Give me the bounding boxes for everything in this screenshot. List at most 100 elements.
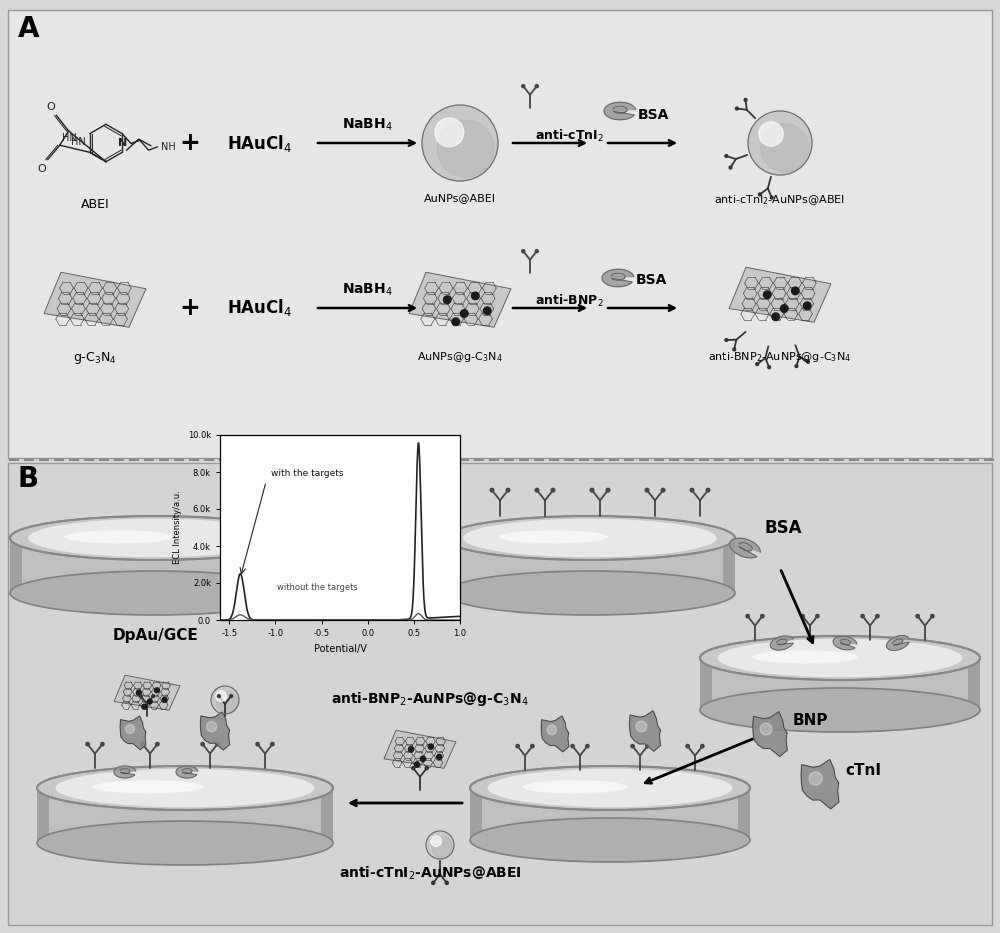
- Circle shape: [483, 307, 491, 314]
- Circle shape: [490, 488, 494, 492]
- Ellipse shape: [470, 766, 750, 810]
- Circle shape: [535, 250, 538, 253]
- Circle shape: [207, 721, 217, 731]
- Polygon shape: [409, 272, 511, 327]
- Circle shape: [216, 690, 226, 702]
- Text: anti-cTnI$_2$-AuNPs@ABEI: anti-cTnI$_2$-AuNPs@ABEI: [339, 865, 521, 883]
- Text: cTnI: cTnI: [845, 763, 881, 778]
- Circle shape: [733, 348, 736, 351]
- Polygon shape: [770, 636, 793, 650]
- Circle shape: [425, 767, 428, 770]
- Circle shape: [256, 743, 259, 745]
- Circle shape: [686, 745, 689, 748]
- Circle shape: [86, 743, 89, 745]
- Circle shape: [809, 772, 822, 786]
- Circle shape: [408, 746, 414, 752]
- Text: HAuCl$_4$: HAuCl$_4$: [227, 132, 293, 154]
- Polygon shape: [120, 716, 146, 749]
- Circle shape: [861, 615, 864, 618]
- Circle shape: [760, 723, 772, 735]
- Text: N: N: [118, 138, 127, 148]
- Circle shape: [271, 743, 274, 745]
- Text: $\Upsilon$ anti-cTnI$_1$: $\Upsilon$ anti-cTnI$_1$: [345, 536, 435, 553]
- Text: g-C$_3$N$_4$: g-C$_3$N$_4$: [73, 350, 117, 366]
- Ellipse shape: [753, 650, 858, 663]
- Text: with the targets: with the targets: [271, 468, 343, 478]
- Circle shape: [780, 305, 788, 313]
- Text: B: B: [18, 465, 39, 493]
- Circle shape: [725, 339, 728, 341]
- Circle shape: [426, 831, 454, 859]
- Circle shape: [437, 754, 442, 759]
- Text: NaBH$_4$: NaBH$_4$: [342, 117, 393, 133]
- X-axis label: Potential/V: Potential/V: [314, 644, 366, 654]
- Circle shape: [141, 743, 144, 745]
- Polygon shape: [730, 538, 760, 558]
- Polygon shape: [10, 538, 300, 593]
- Text: BSA: BSA: [636, 273, 667, 287]
- Circle shape: [792, 287, 799, 295]
- Circle shape: [876, 615, 879, 618]
- Polygon shape: [288, 538, 300, 593]
- Polygon shape: [833, 636, 857, 649]
- Text: anti-cTnI$_2$-AuNPs@ABEI: anti-cTnI$_2$-AuNPs@ABEI: [714, 193, 846, 207]
- Ellipse shape: [56, 769, 314, 807]
- Circle shape: [725, 155, 728, 158]
- Polygon shape: [10, 538, 22, 593]
- Ellipse shape: [37, 766, 333, 810]
- Polygon shape: [470, 788, 750, 840]
- Circle shape: [801, 615, 804, 618]
- Circle shape: [547, 725, 557, 734]
- Circle shape: [152, 695, 155, 698]
- Polygon shape: [114, 766, 136, 778]
- Circle shape: [414, 762, 420, 767]
- Circle shape: [661, 488, 665, 492]
- Ellipse shape: [499, 530, 608, 544]
- Ellipse shape: [28, 519, 282, 557]
- Polygon shape: [384, 731, 456, 768]
- Text: O: O: [46, 102, 55, 112]
- Circle shape: [916, 615, 919, 618]
- Y-axis label: ECL Intensity/a.u.: ECL Intensity/a.u.: [173, 491, 182, 564]
- Circle shape: [435, 118, 464, 146]
- Text: $\Upsilon$ anti-BNP$_1$: $\Upsilon$ anti-BNP$_1$: [345, 508, 435, 525]
- Circle shape: [216, 743, 219, 745]
- Polygon shape: [886, 635, 909, 650]
- Circle shape: [759, 122, 783, 146]
- Circle shape: [795, 365, 798, 368]
- Circle shape: [535, 85, 538, 88]
- Text: AuNPs@g-C$_3$N$_4$: AuNPs@g-C$_3$N$_4$: [417, 350, 503, 364]
- Text: anti-BNP$_2$: anti-BNP$_2$: [535, 293, 604, 309]
- Text: BSA: BSA: [638, 108, 669, 122]
- Polygon shape: [738, 788, 750, 840]
- Polygon shape: [700, 658, 980, 710]
- Ellipse shape: [522, 780, 628, 793]
- Polygon shape: [602, 270, 634, 286]
- Circle shape: [763, 291, 771, 299]
- Ellipse shape: [92, 780, 204, 793]
- Circle shape: [772, 313, 780, 321]
- Circle shape: [443, 296, 451, 303]
- Circle shape: [472, 292, 479, 299]
- Circle shape: [758, 193, 761, 196]
- Circle shape: [768, 366, 771, 369]
- Circle shape: [522, 85, 525, 88]
- FancyBboxPatch shape: [8, 10, 992, 458]
- Circle shape: [701, 745, 704, 748]
- Circle shape: [452, 318, 460, 326]
- Circle shape: [516, 745, 519, 748]
- Circle shape: [807, 360, 809, 363]
- Circle shape: [156, 743, 159, 745]
- Ellipse shape: [463, 519, 717, 557]
- Circle shape: [735, 107, 738, 110]
- Text: BSA: BSA: [765, 519, 802, 537]
- Circle shape: [522, 250, 525, 253]
- Circle shape: [431, 836, 441, 846]
- Polygon shape: [200, 712, 230, 750]
- Circle shape: [816, 615, 819, 618]
- Circle shape: [646, 745, 649, 748]
- Ellipse shape: [700, 688, 980, 732]
- Text: ABEI: ABEI: [81, 198, 109, 211]
- Ellipse shape: [445, 571, 735, 615]
- Circle shape: [162, 697, 167, 703]
